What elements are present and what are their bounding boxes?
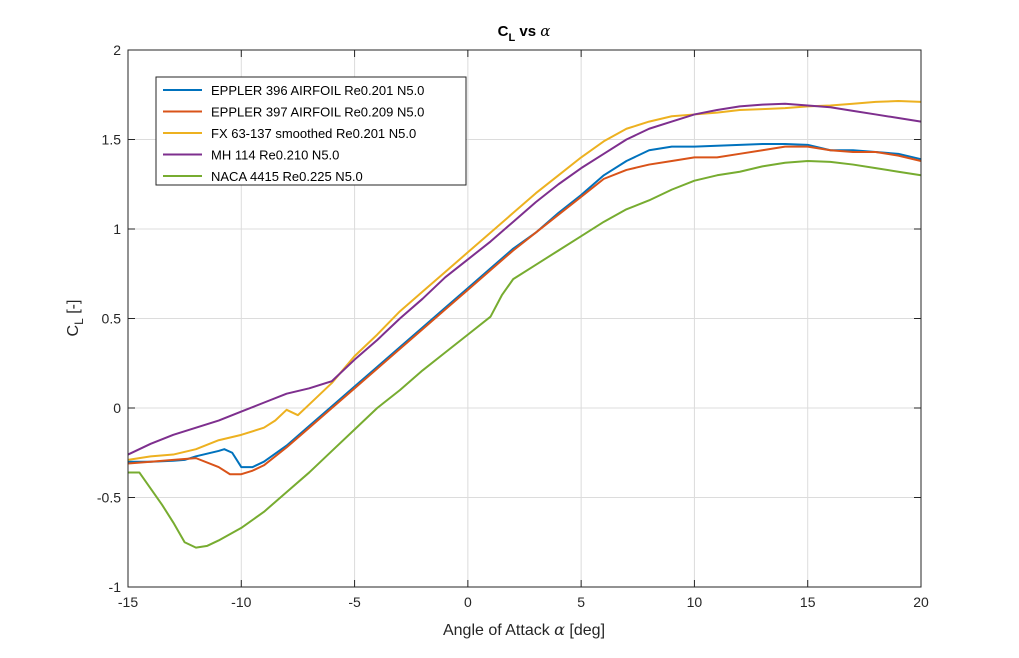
x-tick-label: -5 xyxy=(348,594,361,610)
ylabel-unit: [-] xyxy=(65,300,82,319)
y-axis-label: CL [-] xyxy=(65,300,86,337)
series-group xyxy=(127,100,922,549)
y-tick-label: -1 xyxy=(109,579,122,595)
y-tick-label: 1 xyxy=(113,221,121,237)
legend-entry: MH 114 Re0.210 N5.0 xyxy=(211,148,339,163)
x-tick-label: -10 xyxy=(231,594,251,610)
ticks: -15 -10 -5 0 5 10 15 20 -1 -0.5 0 0.5 1 1.5 2 xyxy=(97,42,929,610)
title-symbol: α xyxy=(540,22,550,40)
x-tick-label: 0 xyxy=(464,594,472,610)
xlabel-unit: [deg] xyxy=(565,622,605,639)
grid xyxy=(128,50,921,587)
x-tick-label: 10 xyxy=(687,594,703,610)
y-tick-label: 0 xyxy=(113,400,121,416)
legend-entry: EPPLER 397 AIRFOIL Re0.209 N5.0 xyxy=(211,105,424,120)
y-tick-label: 0.5 xyxy=(102,311,122,327)
xlabel-text: Angle of Attack xyxy=(443,622,554,639)
title-rest: vs xyxy=(515,23,540,40)
x-tick-label: 20 xyxy=(913,594,929,610)
chart-title: CL vs α xyxy=(498,22,551,44)
x-tick-label: 5 xyxy=(577,594,585,610)
title-subscript: L xyxy=(508,32,515,44)
legend-box xyxy=(155,76,467,186)
ylabel-subscript: L xyxy=(72,318,86,325)
x-tick-label: -15 xyxy=(118,594,138,610)
series-line-naca-4415-re0-225-n5-0 xyxy=(128,159,922,549)
series-line-fx-63-137-smoothed-re0-201-n5-0 xyxy=(127,100,922,461)
x-tick-label: 15 xyxy=(800,594,816,610)
series-line-eppler-396-airfoil-re0-201-n5-0 xyxy=(128,142,922,469)
series-line-mh-114-re0-210-n5-0 xyxy=(127,102,922,456)
title-main: C xyxy=(498,23,509,40)
legend: EPPLER 396 AIRFOIL Re0.201 N5.0 EPPLER 39… xyxy=(155,76,467,186)
x-axis-label: Angle of Attack α [deg] xyxy=(443,620,605,639)
legend-entry: NACA 4415 Re0.225 N5.0 xyxy=(211,169,363,184)
y-tick-label: -0.5 xyxy=(97,490,121,506)
xlabel-symbol: α xyxy=(554,620,565,639)
y-tick-label: 2 xyxy=(113,42,121,58)
ylabel-main: C xyxy=(65,325,82,337)
y-tick-label: 1.5 xyxy=(102,132,122,148)
legend-entry: FX 63-137 smoothed Re0.201 N5.0 xyxy=(211,126,416,141)
legend-entry: EPPLER 396 AIRFOIL Re0.201 N5.0 xyxy=(211,83,424,98)
series-line-eppler-397-airfoil-re0-209-n5-0 xyxy=(127,145,922,476)
